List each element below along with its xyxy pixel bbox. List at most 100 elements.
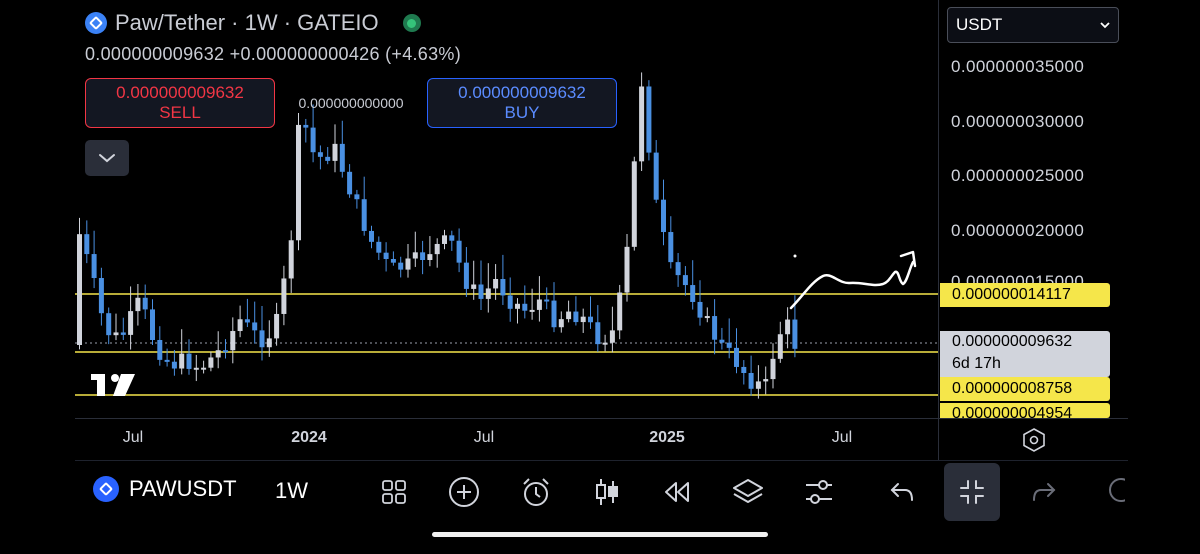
candle-body (77, 234, 82, 345)
candle-body (215, 350, 221, 358)
candle-body (193, 367, 199, 370)
tradingview-logo (91, 374, 135, 396)
candle-body (376, 241, 382, 253)
projection-arrow[interactable] (789, 260, 915, 310)
candle-body (734, 347, 739, 367)
candle-body (274, 313, 280, 339)
candle-body (449, 235, 455, 241)
sell-price: 0.000000009632 (116, 83, 244, 102)
candle-body (580, 316, 586, 323)
candle-body (354, 194, 360, 200)
exit-fullscreen-icon (960, 480, 984, 504)
settings-sliders-button[interactable] (801, 474, 837, 510)
candle-body (288, 240, 294, 279)
candle-body (201, 367, 207, 370)
partial-tool-icon (1109, 478, 1125, 502)
chart-settings-button[interactable] (1021, 427, 1047, 453)
price-label: 0.000000025000 (951, 166, 1085, 185)
collapse-legend-button[interactable] (85, 140, 129, 176)
candle-body (675, 262, 681, 276)
candle-body (763, 379, 769, 382)
time-label: Jul (831, 429, 853, 446)
middle-line-price-tag: 0.000000008758 (940, 377, 1110, 401)
symbol-button[interactable]: PAWUSDT (93, 476, 237, 502)
undo-icon (890, 483, 913, 501)
buy-price: 0.000000009632 (458, 83, 586, 102)
buy-label: BUY (504, 103, 540, 122)
currency-select[interactable]: USDT (947, 7, 1119, 43)
candle-body (624, 246, 630, 293)
candle-body (551, 300, 557, 328)
candle-countdown: 6d 17h (952, 355, 1001, 372)
price-label: 0.000000035000 (951, 57, 1085, 76)
legend-title-row[interactable]: Paw/Tether · 1W · GATEIO (85, 10, 461, 36)
redo-button[interactable] (1026, 474, 1062, 510)
candle-body (361, 199, 367, 231)
candle-body (296, 124, 301, 241)
candle-body (588, 316, 593, 323)
layers-icon (733, 479, 763, 503)
grid-icon (382, 480, 406, 504)
buy-button[interactable]: 0.000000009632 BUY (427, 78, 617, 128)
candle-body (150, 309, 155, 340)
candle-body (317, 152, 323, 157)
candlestick-chart[interactable] (75, 0, 938, 418)
sell-button[interactable]: 0.000000009632 SELL (85, 78, 275, 128)
candle-body (515, 303, 520, 309)
candle-body (339, 143, 345, 172)
symbol-title[interactable]: Paw/Tether · 1W · GATEIO (115, 10, 379, 35)
candle-body (741, 366, 747, 374)
interval-button[interactable]: 1W (275, 478, 308, 503)
bottom-toolbar: PAWUSDT 1W (75, 460, 1128, 522)
more-tools-button[interactable] (1105, 474, 1128, 510)
chart-type-button[interactable] (589, 474, 625, 510)
candle-body (536, 299, 542, 310)
candle-body (98, 278, 104, 314)
candle-body (84, 234, 90, 255)
upper-line-price-tag: 0.000000014117 (940, 283, 1110, 307)
time-label: Jul (122, 429, 144, 446)
candle-body (171, 361, 177, 369)
candle-body (456, 240, 462, 263)
candle-body (646, 86, 652, 153)
toolbar-symbol: PAWUSDT (129, 476, 237, 501)
paw-logo-icon (85, 12, 107, 34)
candle-body (558, 319, 564, 328)
candle-body (704, 316, 710, 319)
alert-button[interactable] (518, 474, 554, 510)
candle-body (223, 350, 228, 353)
price-label: 0.000000030000 (951, 112, 1085, 131)
candle-body (91, 254, 97, 279)
candle-body (208, 357, 214, 368)
time-label: Jul (473, 429, 495, 446)
time-label: 2025 (649, 429, 685, 446)
layers-button[interactable] (730, 474, 766, 510)
candle-body (237, 319, 243, 332)
grid-button[interactable] (376, 474, 412, 510)
undo-button[interactable] (884, 474, 920, 510)
candle-body (113, 332, 119, 336)
price-scale[interactable]: USDT 0.000000035000 0.000000030000 0.000… (938, 0, 1128, 418)
candle-body (668, 232, 674, 263)
sliders-icon (806, 480, 832, 504)
exit-fullscreen-button[interactable] (944, 463, 1000, 521)
candle-body (244, 319, 250, 323)
time-axis[interactable]: Jul 2024 Jul 2025 Jul (75, 418, 938, 460)
candle-body (792, 319, 798, 349)
candle-body (770, 358, 776, 380)
candle-body (157, 339, 163, 360)
chart-area[interactable]: Paw/Tether · 1W · GATEIO 0.000000009632 … (75, 0, 938, 418)
candle-body (383, 252, 389, 259)
candle-body (398, 262, 404, 270)
candle-body (186, 353, 192, 369)
candle-body (602, 342, 608, 345)
replay-button[interactable] (659, 474, 695, 510)
home-indicator[interactable] (432, 532, 768, 537)
candle-body (595, 322, 601, 345)
candle-body (777, 334, 783, 359)
add-indicator-button[interactable] (446, 474, 482, 510)
legend-values: 0.000000009632 +0.000000000426 (+4.63%) (85, 44, 462, 64)
market-open-icon (402, 14, 421, 32)
candle-body (573, 311, 579, 323)
annotation-dot (793, 254, 797, 258)
